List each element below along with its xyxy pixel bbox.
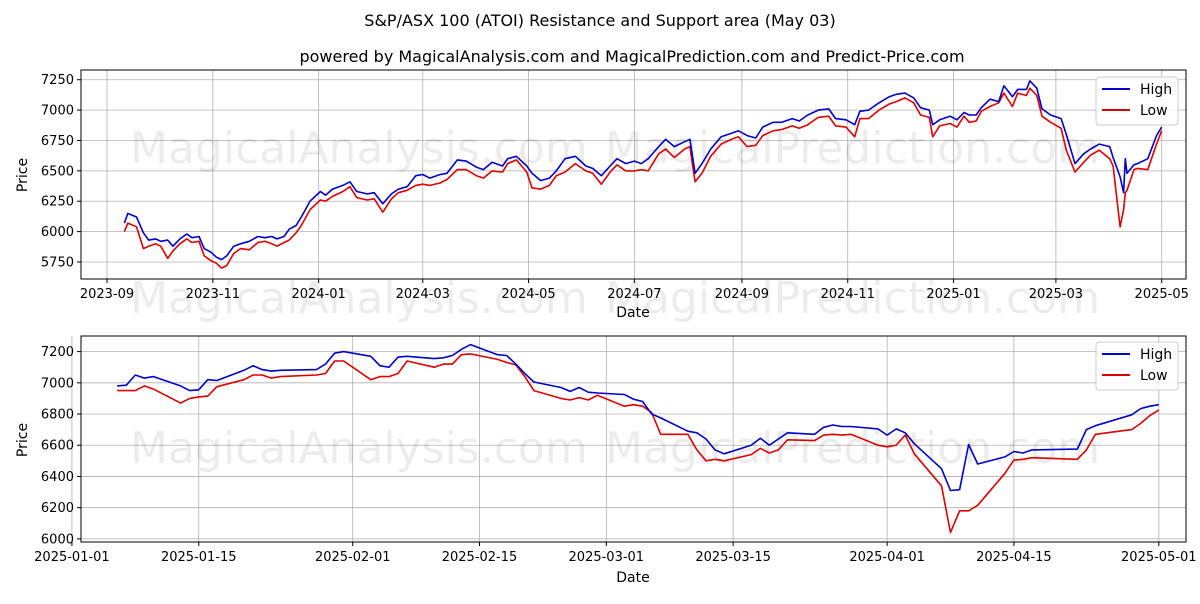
top-x-tick-label: 2023-11	[186, 287, 240, 302]
top-series	[123, 80, 1163, 269]
bottom-y-ticks: 6000 6200 6400 6600 6800 7000 7200	[41, 345, 81, 547]
top-y-tick-label: 6750	[41, 134, 74, 149]
bottom-y-tick-label: 6800	[41, 408, 74, 423]
top-y-tick-label: 5750	[41, 255, 74, 270]
top-y-tick-label: 6500	[41, 164, 74, 179]
watermark-text: MagicalPrediction.com	[605, 123, 1100, 174]
watermark-text: MagicalPrediction.com	[605, 273, 1100, 324]
top-axes-frame	[80, 69, 1187, 280]
bottom-x-tick-label: 2025-03-01	[569, 550, 645, 565]
bottom-y-axis-label: Price	[15, 423, 31, 457]
top-legend: High Low	[1095, 76, 1179, 126]
bottom-low-series-line	[117, 353, 1160, 534]
top-x-tick-label: 2025-01	[926, 287, 980, 302]
bottom-axes-frame	[80, 335, 1187, 543]
top-x-tick-label: 2024-09	[715, 287, 769, 302]
bottom-y-tick-label: 6200	[41, 501, 74, 516]
top-low-series-line	[123, 87, 1163, 269]
watermark-text: MagicalAnalysis.com	[130, 123, 588, 174]
top-y-tick-label: 6250	[41, 195, 74, 210]
watermark-text: MagicalAnalysis.com	[130, 423, 588, 474]
top-x-tick-label: 2024-01	[291, 287, 345, 302]
bottom-series	[117, 343, 1160, 534]
bottom-x-tick-label: 2025-03-15	[695, 550, 771, 565]
top-y-ticks: 5750 6000 6250 6500 6750 7000 7250	[41, 73, 81, 270]
bottom-x-tick-label: 2025-02-15	[442, 550, 518, 565]
top-x-tick-label: 2024-07	[607, 287, 661, 302]
bottom-x-tick-label: 2025-04-15	[976, 550, 1052, 565]
bottom-x-axis-label: Date	[616, 570, 649, 586]
top-x-axis-label: Date	[616, 305, 649, 321]
top-x-tick-label: 2024-11	[821, 287, 875, 302]
bottom-y-tick-label: 6600	[41, 439, 74, 454]
legend-label-low: Low	[1140, 368, 1168, 384]
top-x-tick-label: 2025-03	[1029, 287, 1083, 302]
top-y-tick-label: 6000	[41, 225, 74, 240]
chart-subtitle: powered by MagicalAnalysis.com and Magic…	[299, 47, 964, 66]
bottom-x-tick-label: 2025-04-01	[849, 550, 925, 565]
bottom-y-tick-label: 6000	[41, 532, 74, 547]
legend-label-low: Low	[1140, 103, 1168, 119]
watermark-text: MagicalPrediction.com	[605, 423, 1100, 474]
top-x-tick-label: 2024-05	[501, 287, 555, 302]
bottom-x-ticks: 2025-01-01 2025-01-15 2025-02-01 2025-02-15…	[34, 542, 1197, 565]
bottom-watermarks: MagicalAnalysis.com MagicalPrediction.co…	[130, 423, 1100, 474]
chart-title: S&P/ASX 100 (ATOI) Resistance and Suppor…	[364, 11, 835, 30]
bottom-price-panel: MagicalAnalysis.com MagicalPrediction.co…	[15, 335, 1197, 586]
top-y-tick-label: 7250	[41, 73, 74, 88]
top-high-series-line	[123, 80, 1163, 261]
top-y-tick-label: 7000	[41, 104, 74, 119]
bottom-x-tick-label: 2025-01-01	[34, 550, 110, 565]
top-x-tick-label: 2024-03	[396, 287, 450, 302]
bottom-y-tick-label: 6400	[41, 470, 74, 485]
top-x-tick-label: 2023-09	[80, 287, 134, 302]
top-y-axis-label: Price	[15, 158, 31, 192]
bottom-high-series-line	[117, 343, 1159, 492]
legend-label-high: High	[1140, 82, 1172, 98]
top-x-ticks: 2023-09 2023-11 2024-01 2024-03 2024-05 2024-…	[80, 279, 1189, 302]
legend-label-high: High	[1140, 347, 1172, 363]
top-x-tick-label: 2025-05	[1135, 287, 1189, 302]
bottom-grid	[71, 336, 1186, 542]
bottom-legend: High Low	[1095, 341, 1179, 391]
bottom-x-tick-label: 2025-05-01	[1121, 550, 1197, 565]
bottom-x-tick-label: 2025-01-15	[161, 550, 237, 565]
watermark-text: MagicalAnalysis.com	[130, 273, 588, 324]
bottom-y-tick-label: 7200	[41, 345, 74, 360]
top-price-panel: MagicalAnalysis.com MagicalPrediction.co…	[15, 69, 1189, 324]
bottom-y-tick-label: 7000	[41, 376, 74, 391]
bottom-x-tick-label: 2025-02-01	[315, 550, 391, 565]
